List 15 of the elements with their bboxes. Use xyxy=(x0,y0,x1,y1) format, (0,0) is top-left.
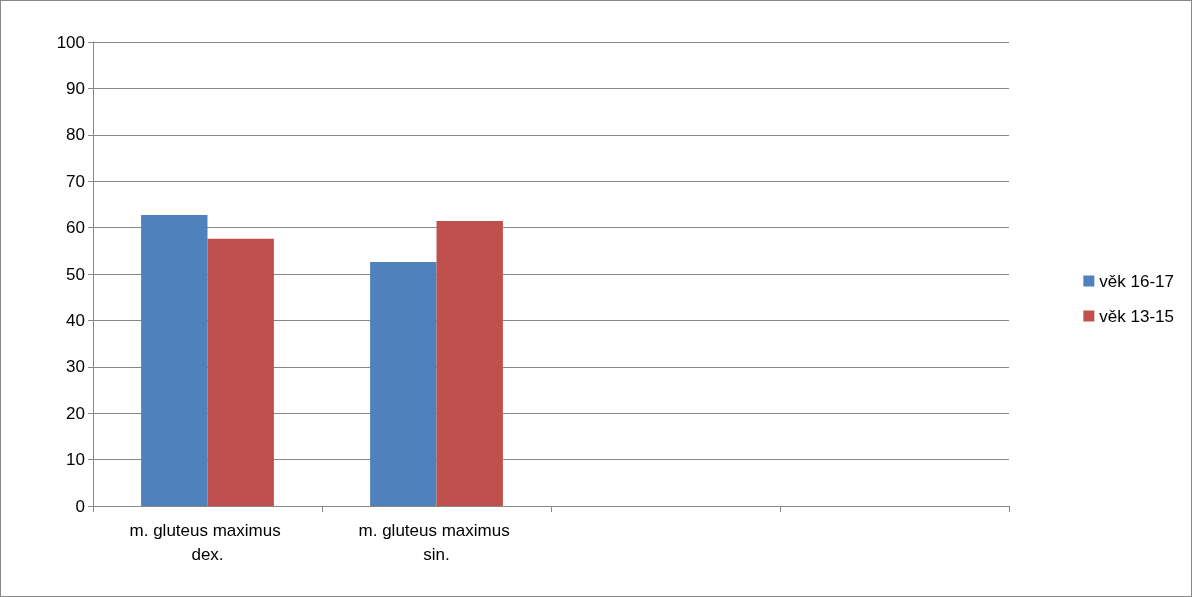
x-tick-label: m. gluteus maximus dex. xyxy=(129,520,286,564)
y-tick-label: 40 xyxy=(66,310,85,330)
y-tick-label: 70 xyxy=(66,171,85,191)
x-tick-label: m. gluteus maximus sin. xyxy=(358,520,515,564)
legend-label: věk 13-15 xyxy=(1099,306,1175,326)
y-tick-label: 30 xyxy=(66,357,85,377)
y-tick-label: 10 xyxy=(66,450,85,470)
y-tick-label: 80 xyxy=(66,125,85,145)
y-tick-label: 100 xyxy=(56,32,85,52)
y-tick-label: 90 xyxy=(66,78,85,98)
y-tick-label: 20 xyxy=(66,403,85,423)
legend-label: věk 16-17 xyxy=(1099,271,1175,291)
y-tick-label: 60 xyxy=(66,218,85,238)
y-tick-label: 0 xyxy=(75,496,85,516)
y-tick-label: 50 xyxy=(66,264,85,284)
